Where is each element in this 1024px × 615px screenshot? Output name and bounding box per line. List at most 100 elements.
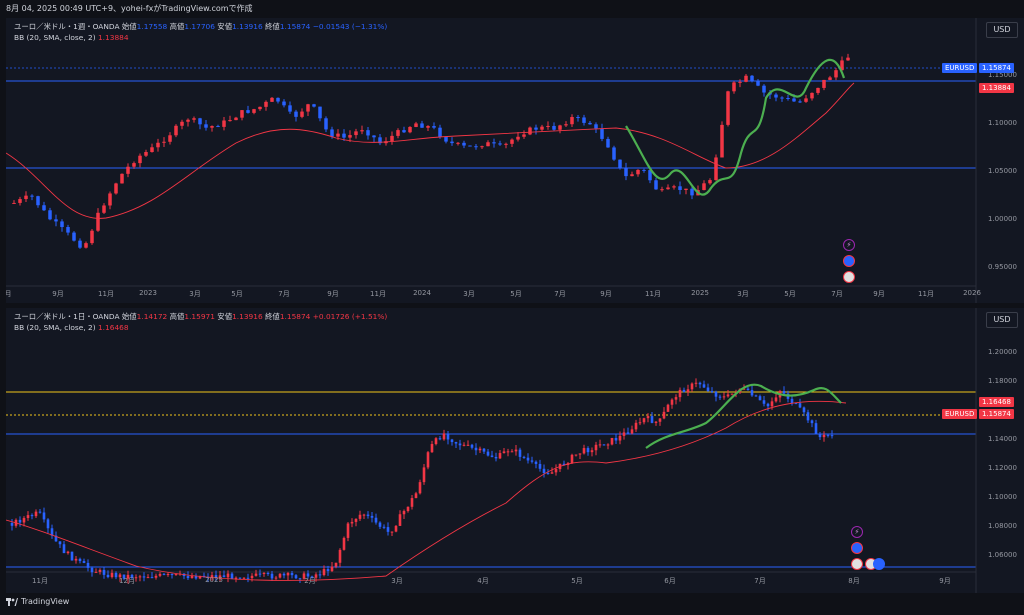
time-axis-label: 3月 [391, 577, 403, 585]
candle-body [626, 432, 630, 434]
candle-body [450, 439, 454, 443]
daily-chart-pane[interactable]: ユーロ／米ドル・1日・OANDA 始値1.14172 高値1.15971 安値1… [6, 308, 1024, 593]
candle-body [102, 205, 106, 213]
candle-body [36, 196, 40, 206]
candle-body [802, 407, 806, 413]
candle-body [638, 422, 642, 424]
candle-body [122, 574, 126, 579]
weekly-currency-button[interactable]: USD [986, 22, 1018, 38]
candle-body [534, 461, 538, 464]
candle-body [114, 183, 118, 194]
candle-body [222, 120, 226, 127]
candle-body [314, 574, 318, 578]
candle-body [454, 442, 458, 444]
candle-body [186, 119, 190, 122]
daily-bb-value: 1.16468 [97, 323, 129, 332]
lightning-icon[interactable]: ⚡ [851, 526, 863, 538]
candle-body [422, 467, 426, 483]
candle-body [594, 444, 598, 451]
time-axis-label: 3月 [463, 290, 475, 298]
candle-body [430, 444, 434, 453]
candle-body [660, 189, 664, 191]
us-flag-icon[interactable] [851, 558, 863, 570]
weekly-high-label: 高値 [169, 22, 185, 31]
candle-body [582, 117, 586, 123]
daily-currency-button[interactable]: USD [986, 312, 1018, 328]
candle-body [774, 397, 778, 402]
weekly-symbol: ユーロ／米ドル・1週・OANDA [14, 22, 120, 31]
candle-body [634, 422, 638, 430]
daily-bb-legend: BB (20, SMA, close, 2) 1.16468 [14, 323, 129, 333]
green-band-curve [625, 58, 846, 196]
candle-body [458, 443, 462, 446]
candle-body [346, 523, 350, 538]
candle-body [144, 152, 148, 156]
candle-body [228, 120, 232, 122]
candle-body [816, 87, 820, 93]
candle-body [462, 444, 466, 446]
candle-body [106, 574, 110, 578]
candle-body [636, 169, 640, 175]
candle-body [578, 453, 582, 455]
candle-body [60, 221, 64, 228]
candle-body [686, 389, 690, 393]
eu-flag-icon[interactable] [851, 542, 863, 554]
eu-flag-icon[interactable] [843, 255, 855, 267]
candle-body [258, 573, 262, 575]
candle-body [414, 493, 418, 499]
candle-body [410, 498, 414, 507]
candle-body [618, 435, 622, 441]
us-flag-icon[interactable] [843, 271, 855, 283]
weekly-symbol-tag: EURUSD [942, 63, 978, 73]
candle-body [426, 126, 430, 128]
candle-body [102, 569, 106, 575]
candle-body [90, 230, 94, 244]
candle-body [758, 396, 762, 401]
candle-body [564, 124, 568, 126]
eu-flag-icon[interactable] [873, 558, 885, 570]
candle-body [342, 537, 346, 550]
candle-body [252, 109, 256, 113]
time-axis-label: 2024 [413, 289, 431, 297]
candle-body [58, 541, 62, 545]
candle-body [818, 433, 822, 438]
candle-body [322, 569, 326, 576]
candle-body [166, 574, 170, 576]
candle-body [642, 418, 646, 423]
candle-body [226, 573, 230, 578]
tradingview-logo[interactable]: TradingView [6, 597, 69, 606]
candle-body [782, 391, 786, 394]
candle-body [70, 551, 74, 561]
candle-body [360, 130, 364, 132]
candle-body [606, 138, 610, 148]
time-axis-label: 2023 [139, 289, 157, 297]
candle-body [338, 549, 342, 563]
time-axis-label: 5月 [231, 290, 243, 298]
daily-candles [6, 308, 977, 593]
candle-body [398, 514, 402, 526]
candle-body [542, 468, 546, 474]
candle-body [798, 403, 802, 408]
candle-body [762, 400, 766, 404]
candle-body [298, 578, 302, 580]
candle-body [468, 145, 472, 147]
candle-body [630, 429, 634, 434]
candle-body [506, 451, 510, 453]
candle-body [624, 167, 628, 177]
candle-body [522, 456, 526, 458]
daily-price-label: 1.08000 [988, 522, 1017, 530]
candle-body [370, 515, 374, 518]
candle-body [618, 159, 622, 168]
candle-body [286, 573, 290, 576]
weekly-chart-pane[interactable]: ユーロ／米ドル・1週・OANDA 始値1.17558 高値1.17706 安値1… [6, 18, 1024, 303]
candle-body [222, 575, 226, 578]
time-axis-label: 7月 [754, 577, 766, 585]
candle-body [786, 98, 790, 100]
candle-body [402, 511, 406, 515]
lightning-icon[interactable]: ⚡ [843, 239, 855, 251]
candle-body [142, 576, 146, 578]
candle-body [194, 576, 198, 579]
candle-body [678, 186, 682, 190]
candle-body [494, 456, 498, 459]
weekly-price-tag: 1.15874 [979, 63, 1014, 73]
